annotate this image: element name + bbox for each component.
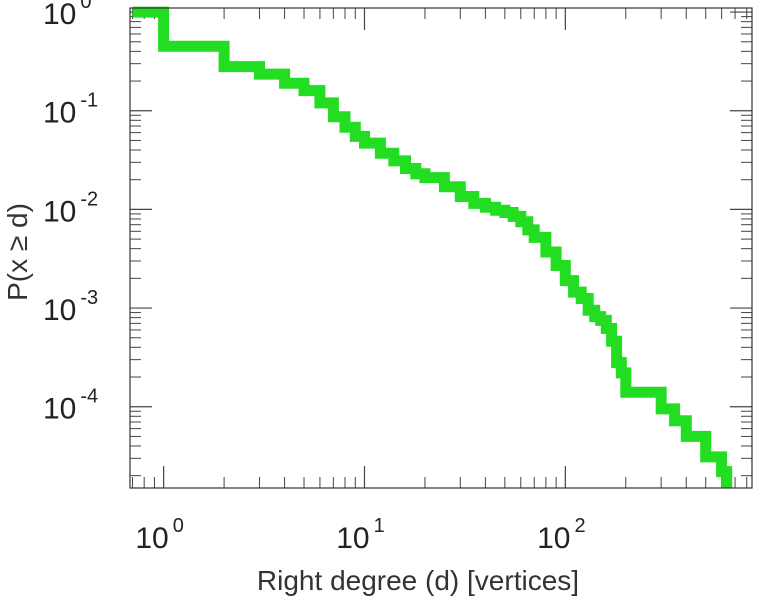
minor-ticks (130, 8, 752, 488)
x-tick-label: 10 1 (336, 515, 385, 555)
x-tick-labels: 10 0 10 1 10 2 (135, 515, 585, 555)
plot-frame (129, 7, 753, 489)
x-tick-label: 10 2 (537, 515, 586, 555)
y-tick-label: 10 -1 (43, 90, 98, 130)
y-tick-label: 10 -4 (43, 386, 98, 426)
series-layer (132, 6, 733, 488)
x-axis-label: Right degree (d) [vertices] (257, 565, 579, 596)
series-line-0 (132, 6, 733, 488)
x-tick-label: 10 0 (135, 515, 184, 555)
y-tick-label: 10 0 (43, 0, 92, 31)
y-tick-label: 10 -2 (43, 188, 98, 228)
y-tick-label: 10 -3 (43, 287, 98, 327)
y-axis-label: P(x ≥ d) (2, 203, 33, 301)
